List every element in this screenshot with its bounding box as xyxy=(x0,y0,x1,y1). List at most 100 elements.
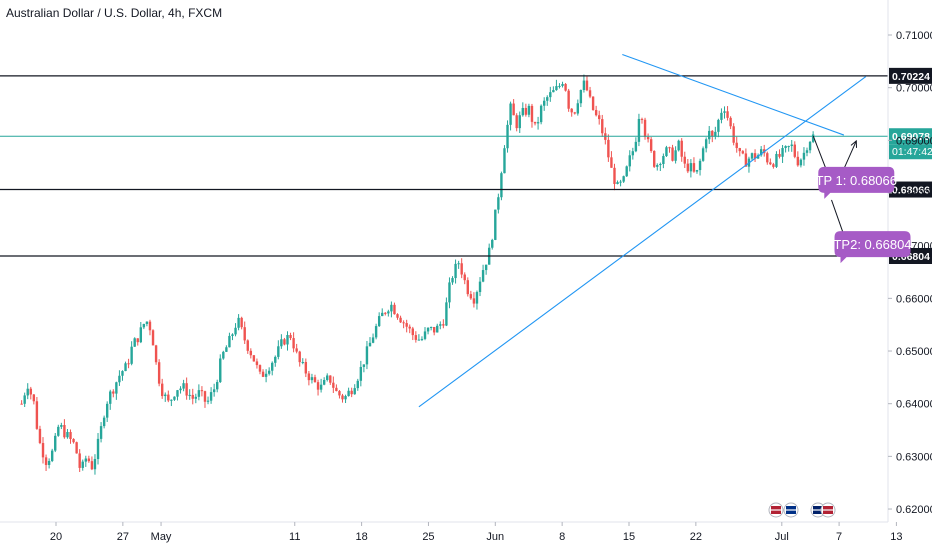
candle-body xyxy=(445,302,448,326)
candle-body xyxy=(160,383,164,397)
level-price-tag xyxy=(889,67,932,84)
candle-body xyxy=(741,151,745,154)
candle xyxy=(246,339,249,354)
candle xyxy=(552,86,555,93)
candle-body xyxy=(631,151,635,156)
candle xyxy=(576,99,580,116)
candle xyxy=(374,323,378,340)
candle-body xyxy=(674,150,677,161)
candle xyxy=(582,74,586,93)
economic-event-flag-icon[interactable] xyxy=(820,502,836,518)
candle-body xyxy=(240,317,243,328)
candle xyxy=(173,396,176,401)
candle xyxy=(478,277,482,297)
tp-callout[interactable]: TP 1: 0.68066 xyxy=(816,166,897,199)
candle xyxy=(622,175,625,183)
candle-body xyxy=(99,426,103,439)
candle-body xyxy=(298,351,301,363)
candle-body xyxy=(546,97,549,101)
candle xyxy=(579,89,583,108)
candle-body xyxy=(402,322,405,324)
candle xyxy=(784,145,787,153)
candle-body xyxy=(136,338,139,343)
candle xyxy=(640,117,644,124)
candle xyxy=(656,163,659,171)
candle xyxy=(662,153,665,169)
candle-body xyxy=(283,339,286,345)
candle-body xyxy=(310,377,314,381)
candle xyxy=(631,147,635,160)
candle xyxy=(680,138,683,162)
candle xyxy=(261,369,265,378)
candle xyxy=(567,88,570,112)
candle xyxy=(668,146,671,153)
candle xyxy=(802,147,806,166)
candle-body xyxy=(756,155,760,159)
candle-body xyxy=(57,426,60,436)
candle xyxy=(420,336,424,342)
candle xyxy=(124,361,127,372)
candle-body xyxy=(619,181,622,183)
candle-body xyxy=(808,141,812,151)
candle xyxy=(542,97,546,111)
candle-body xyxy=(124,363,127,372)
candle-body xyxy=(610,157,613,168)
economic-event-flag-icon[interactable] xyxy=(768,502,784,518)
candle-body xyxy=(338,391,341,396)
candle-body xyxy=(151,330,155,346)
candle xyxy=(29,386,32,400)
candle xyxy=(646,133,650,143)
candle-body xyxy=(381,312,384,317)
y-tick-label: 0.68000 xyxy=(896,188,932,200)
candle xyxy=(448,277,451,309)
candle-body xyxy=(258,365,262,372)
candle xyxy=(808,140,812,154)
trendline[interactable] xyxy=(622,53,845,136)
candle-body xyxy=(219,358,222,383)
candle xyxy=(457,260,460,269)
candle-body xyxy=(711,130,714,137)
candle xyxy=(665,145,668,157)
trendline[interactable] xyxy=(418,76,867,408)
candle xyxy=(491,238,494,250)
candle-body xyxy=(518,115,521,129)
candle-body xyxy=(341,395,344,400)
candle-body xyxy=(772,164,775,167)
candle xyxy=(365,340,369,370)
candle xyxy=(66,429,69,439)
candle-body xyxy=(237,317,240,328)
candle xyxy=(44,454,48,472)
y-tick-label: 0.65000 xyxy=(896,346,932,358)
x-tick-label: Jul xyxy=(775,531,789,543)
candle xyxy=(167,390,170,403)
candle xyxy=(439,321,442,330)
candle xyxy=(301,358,304,365)
candle-body xyxy=(417,339,421,341)
candle xyxy=(170,399,173,407)
candle xyxy=(47,458,51,469)
candle-body xyxy=(148,321,152,331)
candle xyxy=(118,370,121,386)
candle xyxy=(720,108,723,124)
candle-body xyxy=(63,425,66,438)
candle xyxy=(90,456,94,471)
candle-body xyxy=(790,144,793,147)
candle-body xyxy=(573,112,576,114)
candle xyxy=(787,145,790,152)
candle xyxy=(546,95,549,106)
candle-body xyxy=(393,304,396,315)
candles-layer xyxy=(20,74,815,475)
candle xyxy=(32,394,36,405)
candle-body xyxy=(598,115,601,120)
candle-body xyxy=(203,391,207,402)
candle-body xyxy=(805,150,809,153)
tp-callout[interactable]: TP2: 0.66804 xyxy=(833,231,912,264)
candle-body xyxy=(145,321,149,325)
candle xyxy=(704,137,708,153)
economic-event-flag-icon[interactable] xyxy=(783,502,799,518)
candle xyxy=(805,147,809,157)
candle xyxy=(228,332,231,348)
countdown-tag xyxy=(889,144,932,160)
candle-body xyxy=(139,327,143,343)
